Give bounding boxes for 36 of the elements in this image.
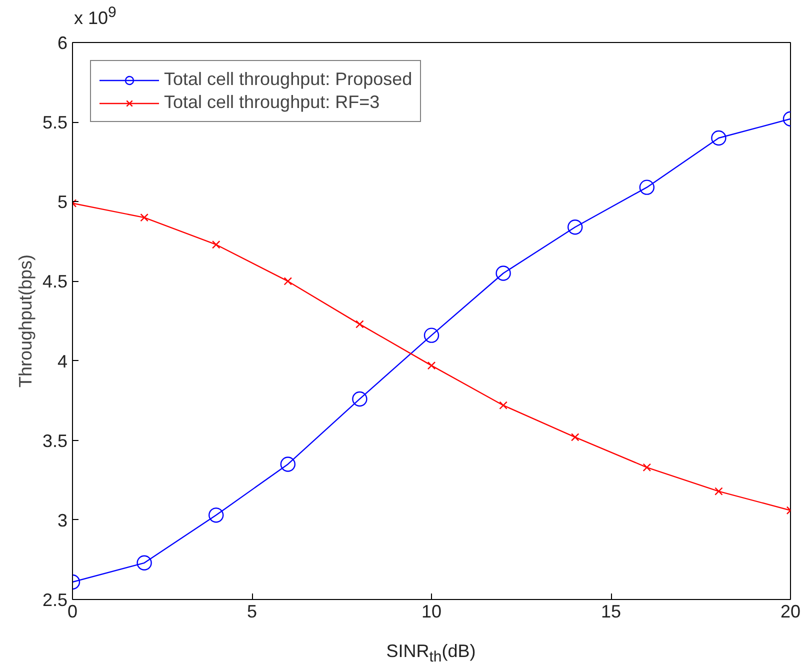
point bbox=[356, 320, 364, 328]
legend-label: Total cell throughput: RF=3 bbox=[164, 92, 380, 113]
point bbox=[427, 361, 436, 370]
y-tick-label: 3.5 bbox=[42, 430, 68, 451]
x-tick-label: 20 bbox=[780, 602, 801, 622]
point bbox=[140, 213, 148, 222]
x-tick-label: 0 bbox=[67, 602, 78, 622]
y-tick-label: 4 bbox=[57, 351, 68, 372]
y-tick-label: 2.5 bbox=[42, 590, 68, 610]
x-tick-label: 10 bbox=[421, 602, 442, 622]
point bbox=[496, 266, 511, 281]
point bbox=[711, 130, 726, 146]
x-tick-label: 5 bbox=[246, 602, 258, 622]
point bbox=[352, 391, 368, 407]
x-tick-label: 15 bbox=[600, 602, 622, 622]
point bbox=[284, 277, 292, 286]
point bbox=[570, 433, 580, 442]
text: x 10$^{9}$ bbox=[74, 3, 116, 30]
point bbox=[136, 555, 152, 570]
x-axis-title: SINR$_{th}$(dB) bbox=[386, 640, 476, 668]
y-axis-title: Throughput(bps) bbox=[15, 254, 36, 388]
point bbox=[208, 508, 224, 523]
y-tick-label: 5 bbox=[57, 192, 68, 212]
point bbox=[714, 487, 723, 496]
point bbox=[642, 463, 652, 472]
point bbox=[499, 401, 508, 410]
y-tick-label: 3 bbox=[57, 510, 68, 530]
y-tick-label: 4.5 bbox=[42, 272, 68, 292]
y-tick-label: 6 bbox=[57, 33, 68, 53]
y-tick-label: 5.5 bbox=[42, 112, 68, 133]
point bbox=[639, 180, 654, 195]
legend-label: Total cell throughput: Proposed bbox=[164, 69, 412, 90]
point bbox=[212, 240, 220, 249]
point bbox=[280, 456, 296, 472]
point bbox=[424, 328, 440, 343]
point bbox=[568, 220, 583, 235]
